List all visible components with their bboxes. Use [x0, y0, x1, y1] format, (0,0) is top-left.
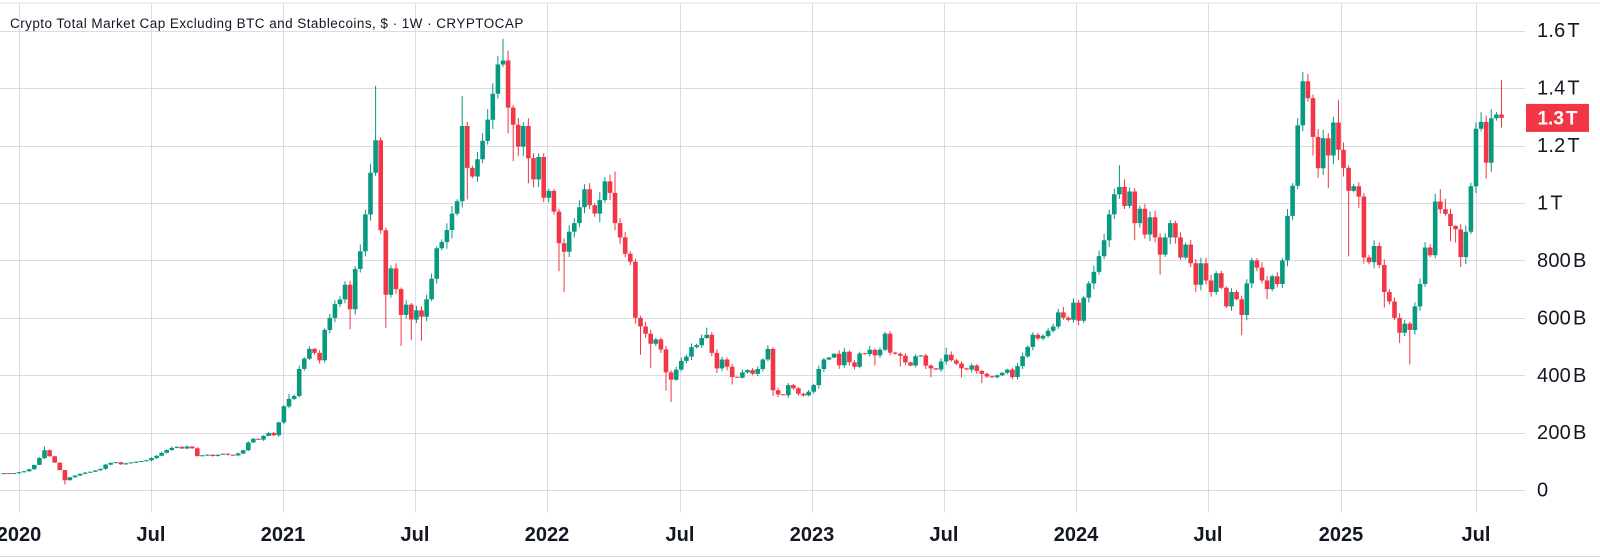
svg-text:Jul: Jul — [666, 524, 695, 546]
svg-text:Jul: Jul — [1194, 524, 1223, 546]
svg-text:2021: 2021 — [261, 524, 306, 546]
svg-text:1.3T: 1.3 T — [1537, 108, 1577, 129]
svg-text:2024: 2024 — [1054, 524, 1099, 546]
svg-text:1.4T: 1.4 T — [1537, 78, 1580, 100]
svg-text:0: 0 — [1537, 480, 1548, 502]
svg-text:1T: 1T — [1537, 192, 1563, 214]
svg-text:Crypto Total Market Cap Exclud: Crypto Total Market Cap Excluding BTC an… — [10, 16, 524, 31]
svg-text:1.6T: 1.6 T — [1537, 20, 1580, 42]
svg-text:2023: 2023 — [790, 524, 835, 546]
svg-text:Jul: Jul — [1462, 524, 1491, 546]
svg-text:1.2T: 1.2 T — [1537, 135, 1580, 157]
svg-text:2022: 2022 — [525, 524, 570, 546]
svg-text:2020: 2020 — [0, 524, 41, 546]
svg-text:Jul: Jul — [401, 524, 430, 546]
svg-text:Jul: Jul — [137, 524, 166, 546]
svg-text:Jul: Jul — [930, 524, 959, 546]
svg-text:2025: 2025 — [1319, 524, 1364, 546]
